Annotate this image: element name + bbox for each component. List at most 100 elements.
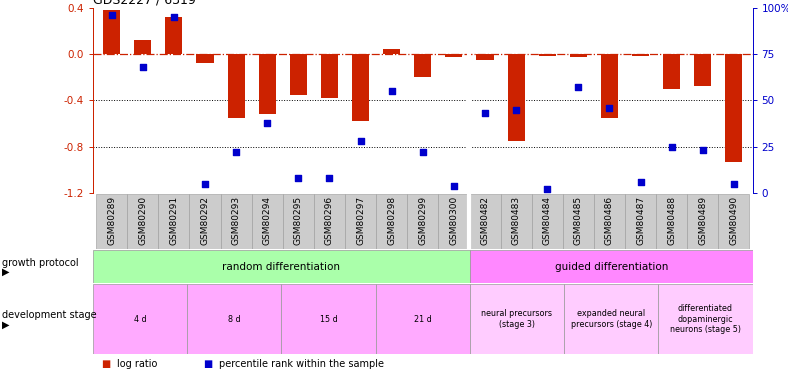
Bar [601, 54, 618, 118]
Bar [383, 49, 400, 54]
Bar [414, 54, 431, 77]
Bar [438, 194, 470, 249]
Text: guided differentiation: guided differentiation [555, 262, 668, 272]
Bar [658, 284, 753, 354]
Text: GSM80296: GSM80296 [325, 195, 334, 244]
Text: differentiated
dopaminergic
neurons (stage 5): differentiated dopaminergic neurons (sta… [670, 304, 741, 334]
Bar [563, 194, 594, 249]
Text: ▶: ▶ [2, 320, 10, 330]
Bar [290, 54, 307, 94]
Bar [625, 194, 656, 249]
Text: GSM80300: GSM80300 [449, 195, 459, 245]
Bar [407, 194, 438, 249]
Text: random differentiation: random differentiation [222, 262, 340, 272]
Bar [539, 54, 556, 56]
Text: GSM80291: GSM80291 [169, 195, 178, 244]
Text: GSM80487: GSM80487 [636, 195, 645, 244]
Text: GSM80488: GSM80488 [667, 195, 676, 244]
Point [292, 175, 305, 181]
Point [168, 14, 180, 20]
Text: GSM80485: GSM80485 [574, 195, 583, 244]
Text: development stage: development stage [2, 310, 97, 320]
Bar [258, 54, 276, 114]
Text: GSM80489: GSM80489 [698, 195, 708, 244]
Bar [477, 54, 493, 60]
Bar [127, 194, 158, 249]
Bar [352, 54, 369, 121]
Text: GSM80293: GSM80293 [232, 195, 240, 244]
Bar [321, 54, 338, 98]
Bar [564, 284, 658, 354]
Bar [376, 284, 470, 354]
Text: GSM80482: GSM80482 [481, 195, 489, 244]
Bar [532, 194, 563, 249]
Point [106, 12, 118, 18]
Text: GSM80297: GSM80297 [356, 195, 365, 244]
Bar [507, 54, 525, 141]
Text: 4 d: 4 d [134, 315, 147, 324]
Bar [719, 194, 749, 249]
Bar [189, 194, 221, 249]
Bar [188, 284, 281, 354]
Bar [445, 54, 463, 57]
Bar [281, 284, 376, 354]
Point [323, 175, 336, 181]
Point [355, 138, 367, 144]
Point [603, 105, 615, 111]
Text: log ratio: log ratio [117, 359, 157, 369]
Bar [470, 284, 564, 354]
Bar [345, 194, 376, 249]
Text: GSM80299: GSM80299 [418, 195, 427, 244]
Bar [221, 194, 251, 249]
Text: GSM80292: GSM80292 [200, 195, 210, 244]
Text: 15 d: 15 d [320, 315, 337, 324]
Bar [470, 194, 500, 249]
Bar [96, 194, 127, 249]
Text: GSM80289: GSM80289 [107, 195, 116, 244]
Bar [594, 194, 625, 249]
Point [416, 149, 429, 155]
Text: ▶: ▶ [2, 267, 10, 277]
Bar [470, 250, 753, 283]
Text: 21 d: 21 d [414, 315, 432, 324]
Bar [694, 54, 712, 86]
Bar [570, 54, 587, 57]
Point [230, 149, 243, 155]
Bar [656, 194, 687, 249]
Text: GDS2227 / 6319: GDS2227 / 6319 [93, 0, 195, 6]
Point [199, 181, 211, 187]
Text: ■: ■ [203, 359, 213, 369]
Bar [283, 194, 314, 249]
Text: GSM80490: GSM80490 [730, 195, 738, 244]
Text: GSM80484: GSM80484 [543, 195, 552, 244]
Text: growth protocol: growth protocol [2, 258, 79, 268]
Bar [93, 250, 470, 283]
Point [634, 179, 647, 185]
Text: GSM80294: GSM80294 [262, 195, 272, 244]
Bar [314, 194, 345, 249]
Text: GSM80483: GSM80483 [511, 195, 521, 244]
Bar [663, 54, 680, 89]
Bar [500, 194, 532, 249]
Bar [687, 194, 719, 249]
Point [136, 64, 149, 70]
Bar [103, 10, 121, 54]
Point [385, 88, 398, 94]
Bar [196, 54, 214, 63]
Point [478, 110, 491, 116]
Text: expanded neural
precursors (stage 4): expanded neural precursors (stage 4) [571, 309, 652, 329]
Bar [134, 40, 151, 54]
Text: ■: ■ [101, 359, 110, 369]
Bar [376, 194, 407, 249]
Bar [228, 54, 244, 118]
Text: GSM80486: GSM80486 [605, 195, 614, 244]
Bar [93, 284, 188, 354]
Text: GSM80298: GSM80298 [387, 195, 396, 244]
Text: 8 d: 8 d [228, 315, 240, 324]
Point [448, 183, 460, 189]
Text: neural precursors
(stage 3): neural precursors (stage 3) [481, 309, 552, 329]
Point [510, 106, 522, 112]
Point [261, 120, 273, 126]
Text: percentile rank within the sample: percentile rank within the sample [219, 359, 384, 369]
Point [665, 144, 678, 150]
